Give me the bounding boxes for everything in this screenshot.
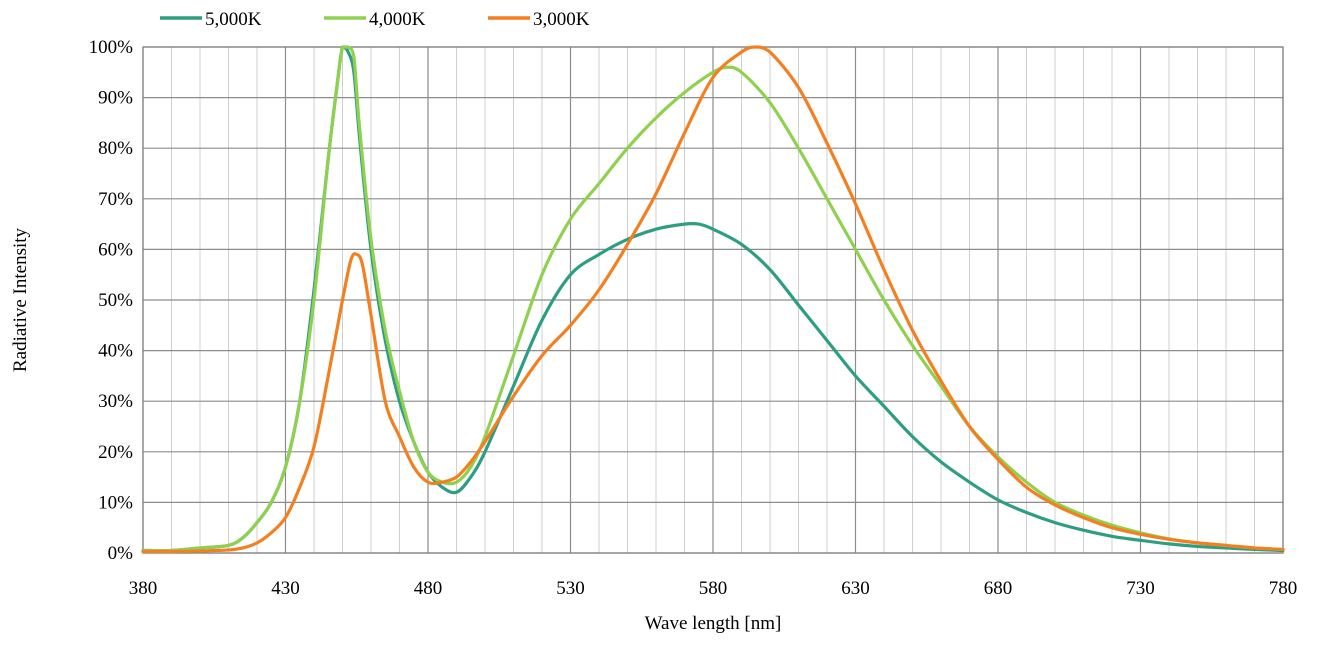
- x-tick-label: 430: [271, 578, 300, 599]
- y-tick-label: 90%: [98, 88, 133, 109]
- y-tick-label: 80%: [98, 138, 133, 159]
- x-tick-label: 380: [129, 578, 158, 599]
- legend-label: 4,000K: [369, 9, 426, 30]
- y-tick-label: 10%: [98, 492, 133, 513]
- y-axis-title: Radiative Intensity: [10, 227, 31, 372]
- x-tick-label: 530: [556, 578, 585, 599]
- series-layer: [141, 45, 1285, 554]
- y-tick-label: 30%: [98, 391, 133, 412]
- y-tick-label: 40%: [98, 341, 133, 362]
- x-tick-label: 680: [984, 578, 1013, 599]
- x-tick-label: 780: [1269, 578, 1298, 599]
- y-tick-label: 0%: [108, 543, 134, 564]
- x-tick-label: 480: [414, 578, 443, 599]
- series-line-3: [141, 45, 1285, 554]
- y-tick-label: 20%: [98, 442, 133, 463]
- x-tick-label: 630: [841, 578, 870, 599]
- y-tick-label: 70%: [98, 189, 133, 210]
- x-axis-tick-labels: 380 430 480 530 580 630 680 730 780: [129, 578, 1298, 599]
- y-tick-label: 100%: [89, 37, 134, 58]
- x-axis-title: Wave length [nm]: [645, 613, 782, 634]
- y-tick-label: 60%: [98, 239, 133, 260]
- x-tick-label: 580: [699, 578, 728, 599]
- legend-label: 3,000K: [533, 9, 590, 30]
- y-tick-label: 50%: [98, 290, 133, 311]
- y-axis-tick-labels: 0% 10% 20% 30% 40% 50% 60% 70% 80% 90% 100%: [89, 37, 134, 564]
- series-line-2: [141, 45, 1285, 553]
- x-tick-label: 730: [1126, 578, 1155, 599]
- legend-label: 5,000K: [205, 9, 262, 30]
- legend: 5,000K 4,000K 3,000K: [160, 9, 590, 30]
- plot-area-frame: [142, 46, 1284, 554]
